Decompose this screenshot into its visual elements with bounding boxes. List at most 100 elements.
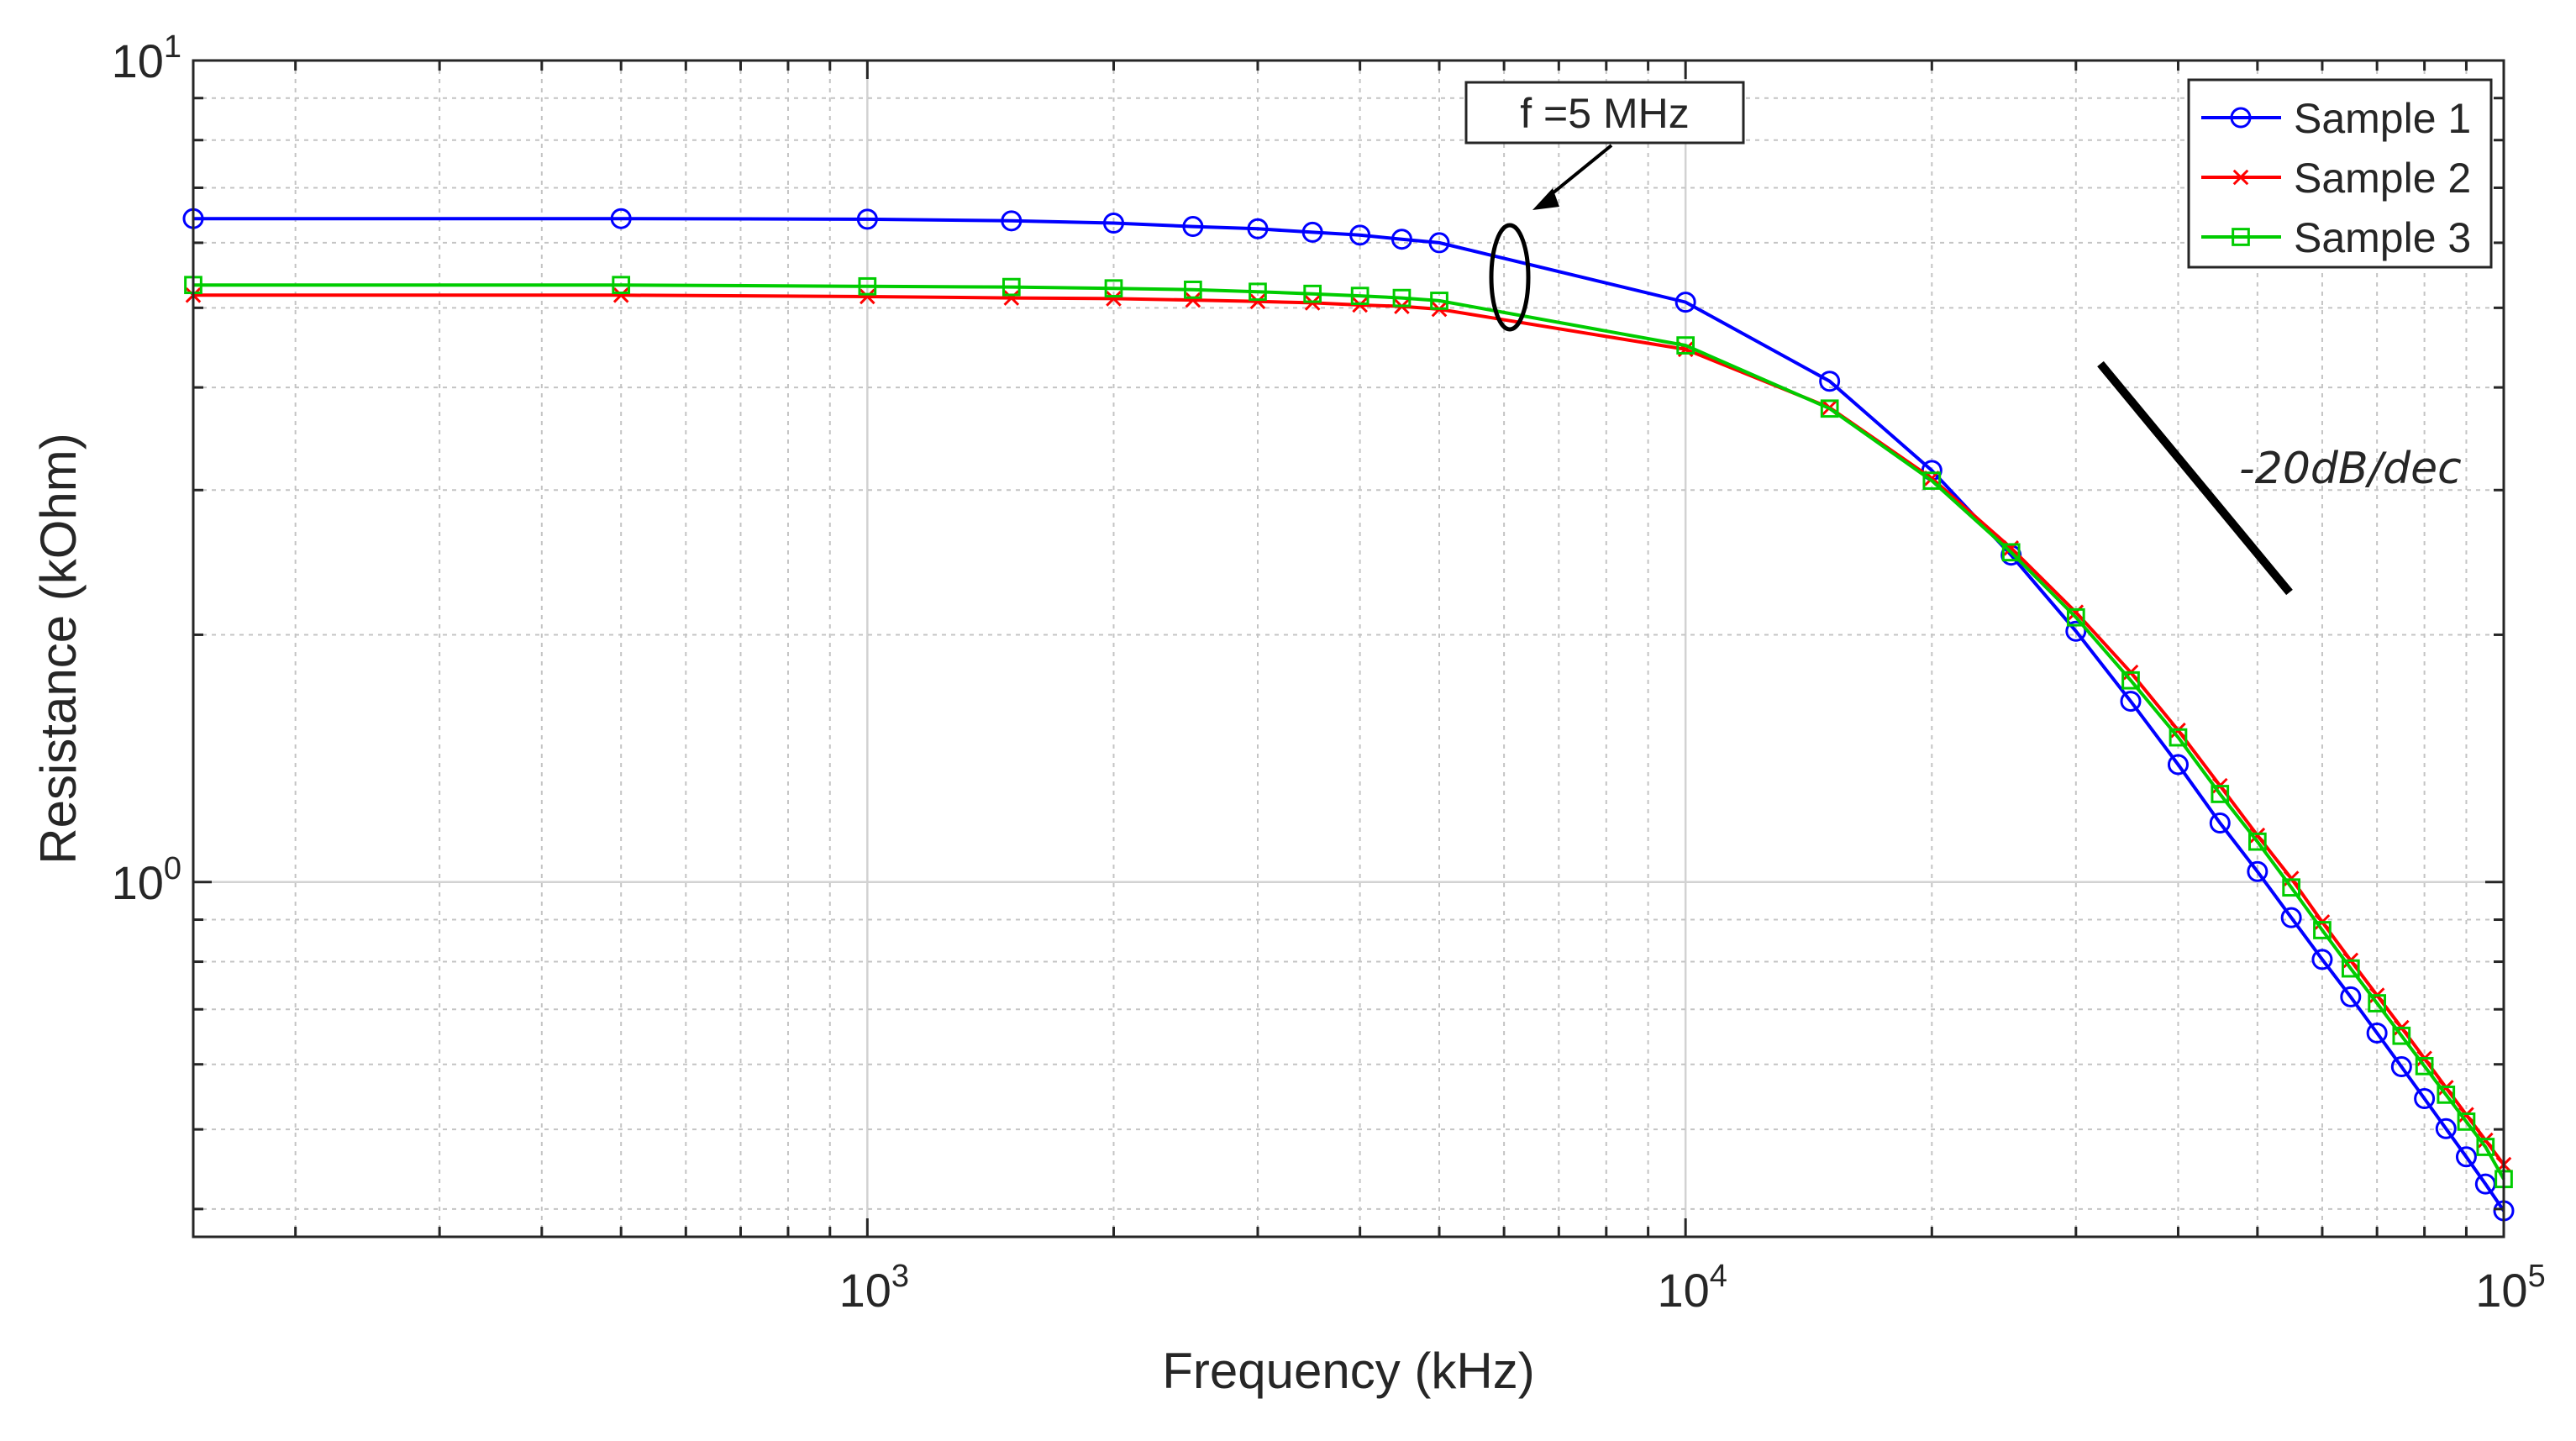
slope-line bbox=[2097, 360, 2293, 596]
data-point bbox=[2392, 1026, 2411, 1045]
data-point bbox=[2065, 620, 2087, 642]
data-point bbox=[1249, 282, 1267, 302]
data-point bbox=[2120, 691, 2142, 713]
data-point bbox=[2121, 671, 2140, 690]
data-point bbox=[2001, 543, 2021, 562]
x-tick-label: 104 bbox=[1657, 1259, 1727, 1317]
tick-marks bbox=[193, 59, 2505, 1237]
frequency-annotation-label: f =5 MHz bbox=[1520, 90, 1689, 137]
data-point bbox=[2282, 878, 2301, 897]
slope-reference: -20dB/dec bbox=[2097, 360, 2462, 596]
data-point bbox=[1003, 290, 1020, 306]
series-layer bbox=[182, 208, 2515, 1222]
legend-entry: Sample 3 bbox=[2201, 214, 2471, 261]
data-point bbox=[2232, 169, 2249, 186]
x-axis-label: Frequency (kHz) bbox=[1162, 1343, 1534, 1399]
legend: Sample 1 Sample 2 Sample 3 bbox=[2187, 78, 2493, 269]
data-point bbox=[2341, 959, 2360, 978]
highlight-ellipse bbox=[1489, 223, 1531, 332]
data-point bbox=[1674, 292, 1696, 313]
data-point bbox=[2066, 607, 2085, 627]
data-point bbox=[1820, 399, 1839, 418]
plot-frame bbox=[192, 59, 2505, 1239]
data-point bbox=[1392, 288, 1412, 308]
data-point bbox=[2209, 813, 2231, 834]
y-axis-label: Resistance (kOhm) bbox=[30, 433, 87, 864]
data-point bbox=[1001, 210, 1023, 232]
slope-label: -20dB/dec bbox=[2239, 444, 2462, 494]
grid bbox=[193, 60, 2504, 1237]
legend-label: Sample 1 bbox=[2294, 95, 2471, 142]
legend-entry: Sample 1 bbox=[2201, 95, 2471, 142]
data-point bbox=[1247, 218, 1269, 239]
data-point bbox=[1106, 291, 1122, 307]
data-point bbox=[1922, 471, 1942, 490]
data-point bbox=[1001, 277, 1021, 297]
data-point bbox=[1349, 224, 1371, 246]
data-point bbox=[2366, 1022, 2388, 1044]
x-tick-label: 103 bbox=[839, 1259, 909, 1317]
data-point bbox=[2247, 832, 2267, 851]
data-point bbox=[2280, 907, 2302, 928]
data-point bbox=[2476, 1138, 2495, 1156]
data-point bbox=[1185, 292, 1201, 308]
data-point bbox=[1819, 371, 1841, 392]
data-point bbox=[858, 276, 877, 296]
data-point bbox=[1182, 216, 1204, 238]
data-point bbox=[2455, 1146, 2477, 1168]
series-1 bbox=[182, 208, 2515, 1222]
data-point bbox=[1676, 336, 1695, 355]
data-point bbox=[2415, 1056, 2434, 1075]
frequency-annotation-arrowhead bbox=[1532, 188, 1559, 210]
data-point bbox=[1184, 280, 1202, 299]
data-point bbox=[2313, 921, 2332, 939]
y-tick-label: 100 bbox=[112, 851, 181, 909]
data-point bbox=[1391, 229, 1412, 250]
data-point bbox=[2230, 107, 2252, 129]
data-point bbox=[612, 276, 631, 295]
data-point bbox=[1301, 221, 1323, 243]
data-point bbox=[2247, 860, 2268, 882]
legend-entry: Sample 2 bbox=[2201, 155, 2471, 202]
data-point bbox=[2211, 785, 2230, 803]
data-point bbox=[2437, 1086, 2456, 1104]
frequency-annotation: f =5 MHz bbox=[1464, 81, 1745, 332]
data-point bbox=[1350, 287, 1369, 305]
data-point bbox=[1430, 292, 1448, 310]
data-point bbox=[1428, 232, 1450, 254]
data-point bbox=[2169, 728, 2188, 747]
data-point bbox=[2232, 228, 2250, 246]
legend-entries: Sample 1 Sample 2 Sample 3 bbox=[2201, 95, 2471, 261]
data-point bbox=[2068, 604, 2084, 621]
data-point bbox=[610, 208, 632, 229]
data-point bbox=[612, 287, 629, 303]
data-point bbox=[1249, 293, 1266, 310]
data-point bbox=[2311, 949, 2333, 970]
x-tick-label: 105 bbox=[2475, 1259, 2545, 1317]
data-point bbox=[2167, 754, 2189, 776]
data-point bbox=[860, 288, 875, 305]
data-point bbox=[1303, 284, 1322, 303]
legend-label: Sample 2 bbox=[2294, 155, 2471, 202]
y-tick-label: 101 bbox=[112, 29, 181, 87]
y-tick-labels: 100 101 bbox=[112, 29, 181, 909]
data-point bbox=[856, 208, 878, 230]
data-point bbox=[1104, 279, 1123, 298]
x-tick-labels: 103 104 105 bbox=[839, 1259, 2546, 1317]
series-line bbox=[193, 283, 2505, 1181]
series-line bbox=[193, 217, 2505, 1212]
legend-label: Sample 3 bbox=[2294, 214, 2471, 261]
frequency-annotation-arrow bbox=[1543, 144, 1613, 202]
data-point bbox=[2414, 1088, 2436, 1110]
data-point bbox=[1102, 213, 1124, 234]
data-point bbox=[2368, 994, 2387, 1012]
frequency-annotation-box bbox=[1464, 81, 1745, 145]
series-3 bbox=[184, 276, 2513, 1189]
data-point bbox=[2340, 986, 2362, 1007]
data-point bbox=[2390, 1056, 2412, 1078]
data-point bbox=[2249, 827, 2266, 844]
data-point bbox=[2457, 1112, 2476, 1131]
plot-area bbox=[193, 60, 2504, 1237]
